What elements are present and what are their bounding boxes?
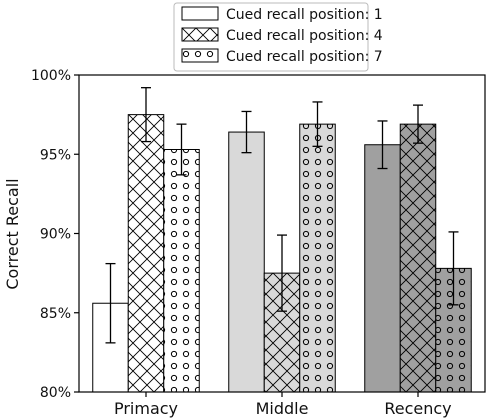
x-tick-label: Recency bbox=[384, 399, 451, 418]
x-tick-label: Middle bbox=[256, 399, 309, 418]
bar-pattern bbox=[128, 114, 164, 392]
legend-label: Cued recall position: 1 bbox=[226, 7, 383, 23]
legend-swatch-series-1 bbox=[181, 6, 219, 21]
bar-fill bbox=[228, 132, 265, 392]
plot-area-frame bbox=[78, 74, 486, 393]
legend-swatch-bg bbox=[182, 7, 218, 20]
bar-fill bbox=[364, 144, 401, 392]
legend: Cued recall position: 1 Cued recall posit… bbox=[173, 2, 383, 72]
legend-label: Cued recall position: 7 bbox=[226, 49, 383, 65]
y-tick-label: 100% bbox=[31, 68, 71, 84]
legend-swatch-series-2 bbox=[181, 27, 219, 42]
y-tick-label: 90% bbox=[40, 227, 71, 243]
y-axis-label: Correct Recall bbox=[3, 178, 22, 289]
legend-swatch-series-3 bbox=[181, 48, 219, 63]
y-tick-label: 95% bbox=[40, 147, 71, 163]
y-tick-label: 80% bbox=[40, 385, 71, 401]
legend-label: Cued recall position: 4 bbox=[226, 28, 383, 44]
y-tick-label: 85% bbox=[40, 306, 71, 322]
x-tick-label: Primacy bbox=[114, 399, 178, 418]
bar-pattern bbox=[163, 149, 200, 392]
legend-box bbox=[173, 2, 369, 72]
legend-swatch-pattern bbox=[182, 28, 218, 41]
bar-pattern bbox=[299, 124, 336, 392]
legend-swatch-pattern bbox=[182, 49, 218, 62]
bar-pattern bbox=[400, 124, 436, 392]
